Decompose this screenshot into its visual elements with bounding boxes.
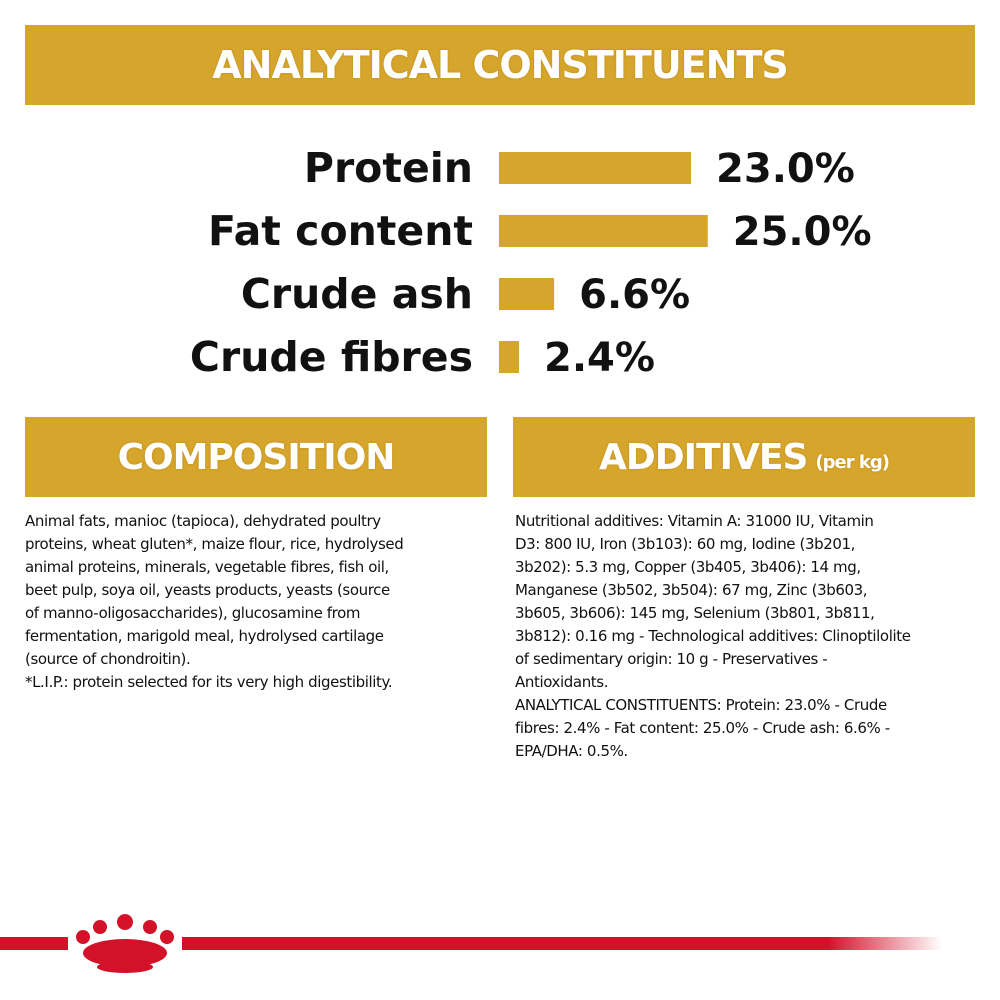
text-line: fibres: 2.4% - Fat content: 25.0% - Crud… [515, 719, 890, 737]
bar [499, 152, 692, 184]
bar [499, 215, 708, 247]
red-line [0, 937, 68, 950]
additives-title: ADDITIVES [599, 436, 808, 478]
additives-text: Nutritional additives: Vitamin A: 31000 … [515, 510, 911, 763]
header: ANALYTICAL CONSTITUENTS [25, 25, 975, 105]
text-line: fermentation, marigold meal, hydrolysed … [25, 627, 384, 645]
text-line: 3b605, 3b606): 145 mg, Selenium (3b801, … [515, 604, 875, 622]
category-label: Crude fibres [190, 333, 473, 381]
category-label: Fat content [208, 207, 473, 255]
text-line: 3b812): 0.16 mg - Technological additive… [515, 627, 911, 645]
composition-header: COMPOSITION [25, 417, 487, 497]
text-line: Manganese (3b502, 3b504): 67 mg, Zinc (3… [515, 581, 868, 599]
text-line: of sedimentary origin: 10 g - Preservati… [515, 650, 828, 668]
value-label: 25.0% [733, 209, 872, 255]
composition-text: Animal fats, manioc (tapioca), dehydrate… [25, 510, 404, 694]
text-line: beet pulp, soya oil, yeasts products, ye… [25, 581, 390, 599]
text-line: Nutritional additives: Vitamin A: 31000 … [515, 512, 874, 530]
text-line: (source of chondroitin). [25, 650, 191, 668]
text-line: proteins, wheat gluten*, maize flour, ri… [25, 535, 404, 553]
bar [499, 278, 555, 310]
logo [76, 914, 174, 973]
red-line [182, 937, 942, 950]
additives-unit: (per kg) [815, 451, 890, 473]
text-line: of manno-oligosaccharides), glucosamine … [25, 604, 361, 622]
category-label: Crude ash [241, 270, 473, 318]
text-line: Animal fats, manioc (tapioca), dehydrate… [25, 512, 381, 530]
chart: Protein 23.0% Fat content 25.0% Crude ash 6.6… [190, 144, 872, 381]
additives-header: ADDITIVES (per kg) [513, 417, 975, 497]
value-label: 6.6% [579, 272, 690, 318]
text-line: 3b202): 5.3 mg, Copper (3b405, 3b406): 1… [515, 558, 861, 576]
footer [0, 914, 942, 973]
text-line: ANALYTICAL CONSTITUENTS: Protein: 23.0% … [515, 696, 887, 714]
text-line: *L.I.P.: protein selected for its very h… [25, 673, 393, 691]
value-label: 23.0% [716, 146, 855, 192]
text-line: EPA/DHA: 0.5%. [515, 742, 628, 760]
value-label: 2.4% [544, 335, 655, 381]
category-label: Protein [304, 144, 473, 192]
text-line: animal proteins, minerals, vegetable fib… [25, 558, 389, 576]
text-line: D3: 800 IU, Iron (3b103): 60 mg, Iodine … [515, 535, 856, 553]
text-line: Antioxidants. [515, 673, 609, 691]
bar [499, 341, 520, 373]
